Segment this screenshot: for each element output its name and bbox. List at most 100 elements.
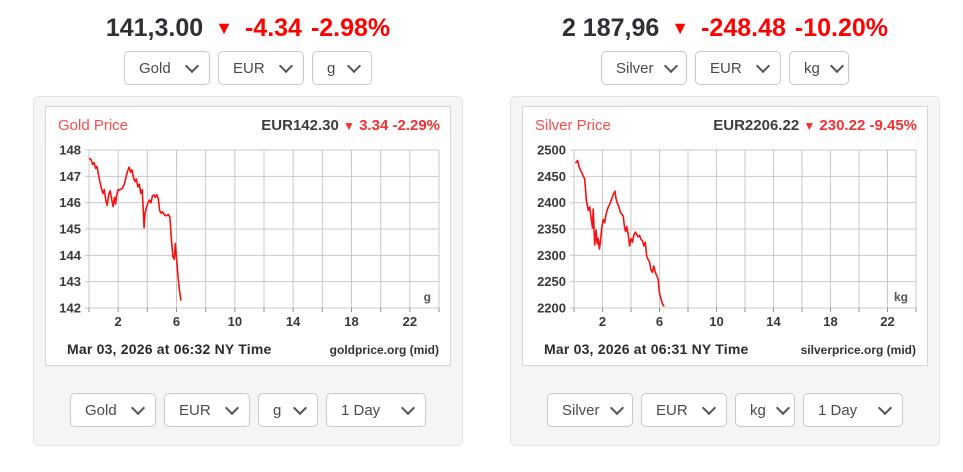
- currency-select-label: EUR: [710, 59, 742, 77]
- gold-price-change-percent: -2.98%: [310, 13, 391, 42]
- chevron-down-icon: [184, 58, 200, 74]
- svg-text:2200: 2200: [537, 301, 566, 316]
- gold-top-select-row: Gold EUR g: [33, 51, 463, 85]
- chart-quote-value: EUR2206.22: [713, 117, 800, 134]
- unit-select[interactable]: g: [258, 393, 318, 427]
- svg-text:10: 10: [228, 314, 242, 329]
- svg-text:10: 10: [709, 314, 723, 329]
- silver-chart-footer: Mar 03, 2026 at 06:31 NY Time silverpric…: [530, 340, 920, 362]
- unit-select[interactable]: kg: [789, 51, 849, 85]
- unit-select-label: kg: [750, 401, 766, 419]
- chevron-down-icon: [775, 400, 790, 416]
- unit-select-label: g: [327, 59, 336, 77]
- gold-price-value: 141,3.00: [105, 13, 204, 42]
- currency-select[interactable]: EUR: [695, 51, 781, 85]
- chevron-down-icon: [609, 400, 624, 416]
- unit-select-label: g: [273, 401, 282, 419]
- down-triangle-icon: ▼: [215, 18, 233, 38]
- svg-text:g: g: [424, 290, 431, 304]
- gold-chart-panel: Gold Price EUR142.30 ▼ 3.34 -2.29% 142 14…: [33, 96, 463, 446]
- gold-price-change: -4.34: [244, 13, 302, 42]
- svg-text:6: 6: [656, 314, 663, 329]
- silver-chart-header: Silver Price EUR2206.22 ▼ 230.22 -9.45%: [530, 114, 920, 140]
- range-select-label: 1 Day: [341, 401, 381, 419]
- chart-timestamp: Mar 03, 2026 at 06:32 NY Time: [67, 341, 272, 357]
- gold-chart-header: Gold Price EUR142.30 ▼ 3.34 -2.29%: [53, 114, 443, 140]
- chevron-down-icon: [292, 400, 308, 416]
- chevron-down-icon: [130, 400, 146, 416]
- gold-price-chart: 142 143 144 145 146 147 148 2 6 10 14 18 22 g: [59, 143, 440, 329]
- silver-chart-card: Silver Price EUR2206.22 ▼ 230.22 -9.45% …: [522, 106, 928, 366]
- down-triangle-icon: ▼: [671, 18, 690, 38]
- gold-chart-card: Gold Price EUR142.30 ▼ 3.34 -2.29% 142 14…: [45, 106, 451, 366]
- metal-select[interactable]: Silver: [547, 393, 633, 427]
- metal-select-label: Gold: [139, 59, 171, 77]
- chart-timestamp: Mar 03, 2026 at 06:31 NY Time: [544, 341, 749, 357]
- currency-select[interactable]: EUR: [164, 393, 250, 427]
- range-select-label: 1 Day: [818, 401, 858, 419]
- silver-big-quote: 2 187,96 ▼ -248.48 -10.20%: [510, 12, 940, 44]
- currency-select[interactable]: EUR: [641, 393, 727, 427]
- svg-text:142: 142: [59, 301, 81, 316]
- currency-select-label: EUR: [179, 401, 211, 419]
- currency-select-label: EUR: [656, 401, 688, 419]
- chart-quote-change-percent: -9.45%: [869, 117, 917, 134]
- unit-select[interactable]: kg: [735, 393, 795, 427]
- chevron-down-icon: [400, 400, 416, 416]
- chevron-down-icon: [224, 400, 240, 416]
- chart-quote: EUR142.30 ▼ 3.34 -2.29%: [261, 117, 440, 134]
- currency-select-label: EUR: [233, 59, 265, 77]
- svg-text:2350: 2350: [537, 222, 566, 237]
- svg-text:2500: 2500: [537, 143, 566, 158]
- svg-text:14: 14: [766, 314, 781, 329]
- metal-select-label: Silver: [562, 401, 600, 419]
- chart-source: goldprice.org (mid): [329, 343, 439, 357]
- gold-bottom-select-row: Gold EUR g 1 Day: [45, 393, 451, 427]
- metal-select[interactable]: Silver: [601, 51, 687, 85]
- metal-select-label: Silver: [616, 59, 654, 77]
- chevron-down-icon: [278, 58, 294, 74]
- svg-text:2: 2: [599, 314, 606, 329]
- svg-text:143: 143: [59, 274, 81, 289]
- silver-price-change: -248.48: [701, 13, 786, 42]
- silver-top-select-row: Silver EUR kg: [510, 51, 940, 85]
- svg-text:kg: kg: [894, 290, 908, 304]
- chart-quote-change: 230.22: [819, 117, 866, 134]
- svg-text:148: 148: [59, 143, 81, 158]
- silver-bottom-select-row: Silver EUR kg 1 Day: [522, 393, 928, 427]
- chart-quote-change-percent: -2.29%: [392, 117, 440, 134]
- chart-title: Silver Price: [535, 117, 611, 134]
- silver-price-change-percent: -10.20%: [794, 13, 889, 42]
- currency-select[interactable]: EUR: [218, 51, 304, 85]
- chart-title: Gold Price: [58, 117, 129, 134]
- svg-text:2: 2: [115, 314, 122, 329]
- svg-text:146: 146: [59, 195, 81, 210]
- chevron-down-icon: [829, 58, 844, 74]
- silver-widget: 2 187,96 ▼ -248.48 -10.20% Silver EUR kg…: [510, 12, 940, 446]
- chart-quote: EUR2206.22 ▼ 230.22 -9.45%: [713, 117, 917, 134]
- range-select[interactable]: 1 Day: [803, 393, 903, 427]
- unit-select-label: kg: [804, 59, 820, 77]
- chevron-down-icon: [877, 400, 893, 416]
- svg-text:18: 18: [344, 314, 358, 329]
- unit-select[interactable]: g: [312, 51, 372, 85]
- svg-text:2250: 2250: [537, 274, 566, 289]
- svg-text:22: 22: [880, 314, 894, 329]
- range-select[interactable]: 1 Day: [326, 393, 426, 427]
- down-triangle-icon: ▼: [343, 119, 355, 133]
- svg-text:6: 6: [173, 314, 180, 329]
- svg-text:18: 18: [823, 314, 837, 329]
- metal-select-label: Gold: [85, 401, 117, 419]
- svg-text:22: 22: [403, 314, 417, 329]
- svg-text:147: 147: [59, 169, 81, 184]
- metal-price-widgets: 141,3.00 ▼ -4.34 -2.98% Gold EUR g Gold …: [33, 12, 940, 446]
- metal-select[interactable]: Gold: [70, 393, 156, 427]
- chevron-down-icon: [701, 400, 717, 416]
- metal-select[interactable]: Gold: [124, 51, 210, 85]
- gold-chart-footer: Mar 03, 2026 at 06:32 NY Time goldprice.…: [53, 340, 443, 362]
- chevron-down-icon: [663, 58, 678, 74]
- chart-source: silverprice.org (mid): [800, 343, 916, 357]
- chevron-down-icon: [755, 58, 771, 74]
- svg-text:2300: 2300: [537, 248, 566, 263]
